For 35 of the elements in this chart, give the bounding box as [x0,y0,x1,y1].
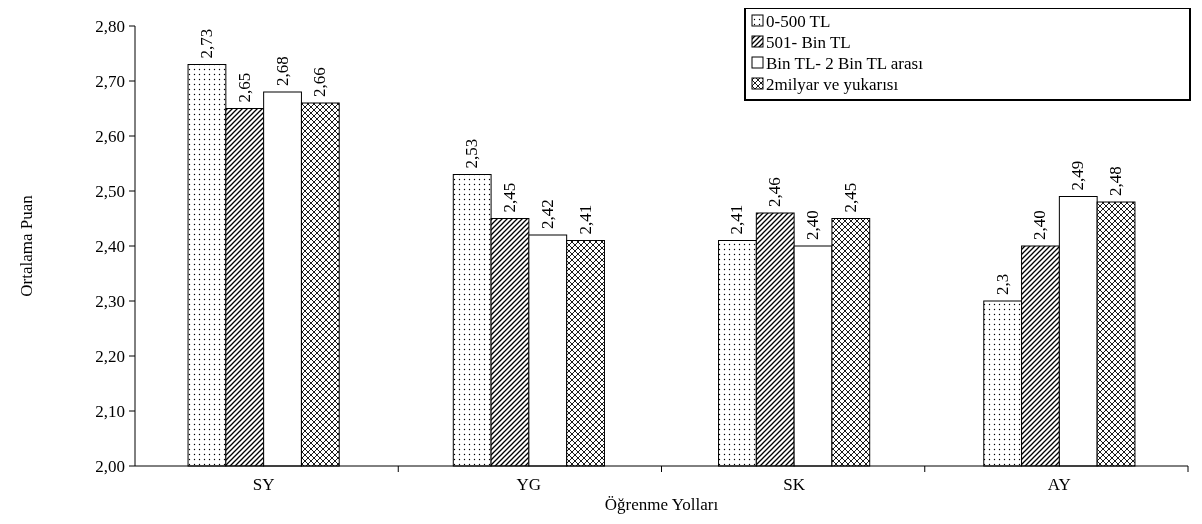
data-label: 2,65 [234,72,254,103]
y-tick-label: 2,20 [95,346,125,366]
data-label: 2,40 [803,210,823,240]
y-tick-label: 2,70 [95,71,125,91]
y-tick-label: 2,60 [95,126,125,146]
data-label: 2,3 [992,273,1012,295]
y-tick-label: 2,10 [95,401,125,421]
x-axis-title: Öğrenme Yolları [604,495,719,514]
legend-label: 2milyar ve yukarısı [766,74,899,94]
legend-label: 0-500 TL [766,11,831,31]
legend-label: Bin TL- 2 Bin TL arası [766,53,924,73]
data-label: 2,49 [1068,160,1088,191]
x-tick-label: SY [252,475,275,494]
y-tick-label: 2,80 [95,16,125,36]
data-label: 2,46 [765,177,785,207]
y-tick-label: 2,30 [95,291,125,311]
data-label: 2,41 [575,204,595,235]
y-tick-label: 2,40 [95,236,125,256]
y-tick-label: 2,00 [95,456,125,476]
x-tick-label: YG [516,475,542,494]
x-tick-label: SK [783,475,806,494]
data-label: 2,68 [272,56,292,86]
data-label: 2,73 [196,28,216,59]
data-label: 2,42 [537,199,557,229]
data-label: 2,53 [462,138,482,169]
data-label: 2,45 [840,182,860,213]
legend-label: 501- Bin TL [766,32,851,52]
data-label: 2,41 [727,204,747,235]
data-label: 2,66 [310,67,330,97]
x-tick-label: AY [1047,475,1071,494]
y-axis-title: Ortalama Puan [17,194,36,297]
y-tick-label: 2,50 [95,181,125,201]
data-label: 2,45 [499,182,519,213]
data-label: 2,40 [1030,210,1050,240]
data-label: 2,48 [1106,166,1126,196]
